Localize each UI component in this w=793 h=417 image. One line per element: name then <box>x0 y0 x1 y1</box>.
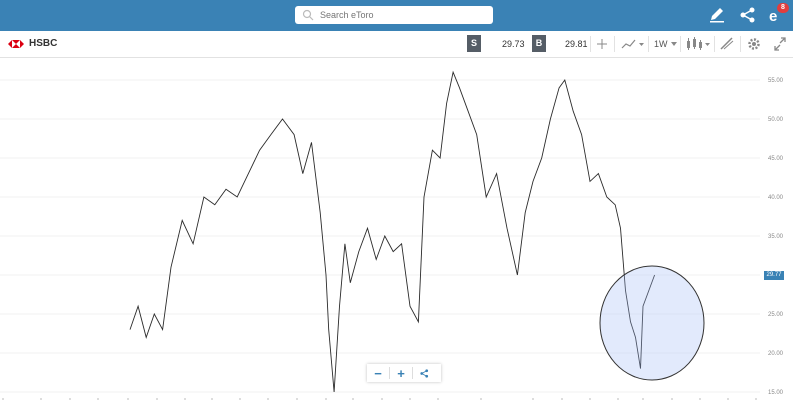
crosshair-icon[interactable] <box>594 35 610 53</box>
zoom-out-button[interactable]: − <box>374 365 382 381</box>
etoro-profile-icon[interactable]: e <box>766 5 786 25</box>
y-tick-label: 25.00 <box>768 312 784 318</box>
y-tick-label: 45.00 <box>768 156 784 162</box>
instrument-name: HSBC <box>29 38 58 49</box>
zoom-divider <box>389 367 390 379</box>
x-axis: 9719992000200120022003200420052006200720… <box>2 398 757 400</box>
interval-selector[interactable]: 1W <box>654 35 678 53</box>
toolbar-divider <box>740 36 741 52</box>
search-input[interactable] <box>320 10 480 20</box>
y-tick-label: 15.00 <box>768 390 784 396</box>
y-axis: 55.0050.0045.0040.0035.0030.0025.0020.00… <box>768 78 784 396</box>
interval-label: 1W <box>654 39 668 49</box>
svg-text:e: e <box>769 8 777 25</box>
drawing-tools-icon[interactable] <box>719 35 735 53</box>
sell-button[interactable]: S <box>467 35 481 52</box>
chart-type-icon[interactable] <box>620 35 646 53</box>
share-icon <box>419 368 428 378</box>
y-tick-label: 50.00 <box>768 117 784 123</box>
notification-badge: 8 <box>777 3 789 13</box>
edit-icon[interactable] <box>707 5 727 25</box>
y-tick-label: 55.00 <box>768 78 784 84</box>
instrument-toolbar: HSBC S 29.73 B 29.81 1W <box>0 31 793 58</box>
toolbar-divider <box>614 36 615 52</box>
buy-button[interactable]: B <box>532 35 546 52</box>
zoom-in-button[interactable]: + <box>397 365 405 381</box>
y-tick-label: 35.00 <box>768 234 784 240</box>
sell-price[interactable]: 29.73 <box>502 39 525 49</box>
indicators-icon[interactable] <box>685 35 711 53</box>
gear-icon[interactable] <box>746 35 762 53</box>
price-line <box>129 70 656 393</box>
buy-price[interactable]: 29.81 <box>565 39 588 49</box>
current-price-tag: 29.77 <box>764 271 784 280</box>
search-icon <box>302 9 314 21</box>
price-chart[interactable]: 55.0050.0045.0040.0035.0030.0025.0020.00… <box>0 58 793 400</box>
fullscreen-icon[interactable] <box>772 35 788 53</box>
zoom-divider <box>412 367 413 379</box>
top-bar: e 8 <box>0 0 793 31</box>
highlight-circle <box>599 265 705 381</box>
share-icon[interactable] <box>738 5 758 25</box>
search-box[interactable] <box>295 6 493 24</box>
chart-grid <box>0 79 760 393</box>
toolbar-divider <box>590 36 591 52</box>
zoom-controls: − + <box>367 364 441 382</box>
hsbc-logo-icon <box>8 40 24 48</box>
toolbar-divider <box>680 36 681 52</box>
chevron-down-icon <box>670 42 677 46</box>
y-tick-label: 20.00 <box>768 351 784 357</box>
share-chart-button[interactable] <box>413 364 435 382</box>
y-tick-label: 40.00 <box>768 195 784 201</box>
toolbar-divider <box>714 36 715 52</box>
toolbar-divider <box>648 36 649 52</box>
